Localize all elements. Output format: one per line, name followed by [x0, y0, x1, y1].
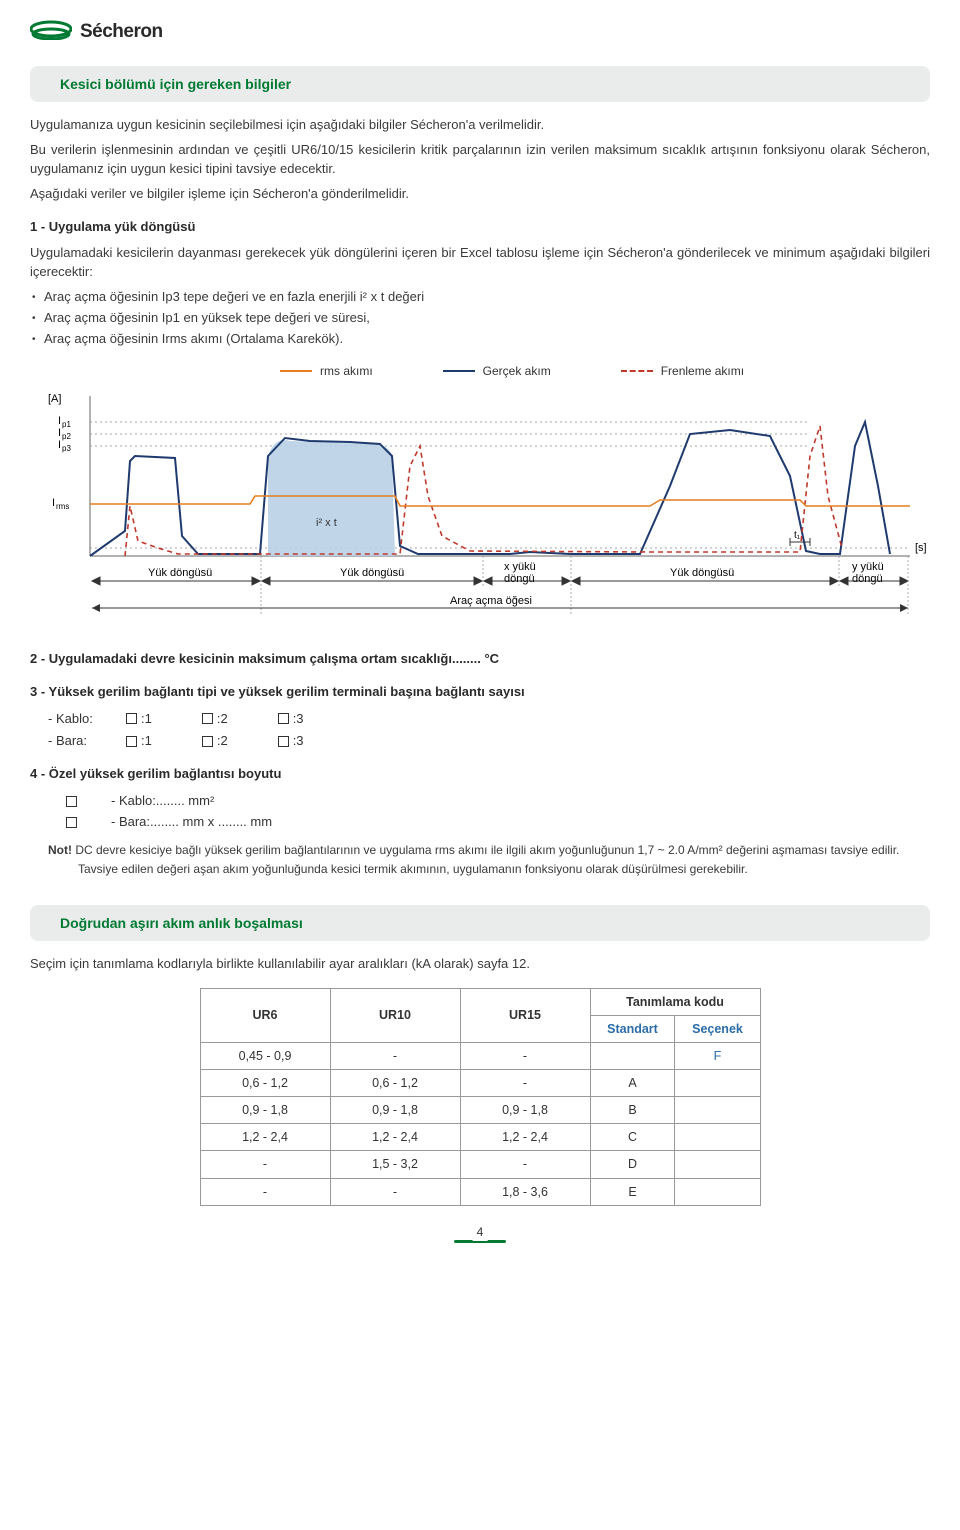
section-2-title: Doğrudan aşırı akım anlık boşalması — [60, 915, 303, 931]
note-line-2: Tavsiye edilen değeri aşan akım yoğunluğ… — [78, 861, 930, 878]
heading-3: 3 - Yüksek gerilim bağlantı tipi ve yüks… — [30, 683, 930, 702]
legend-rms: rms akımı — [280, 363, 373, 380]
checkbox-bus-1[interactable]: :1 — [126, 732, 152, 751]
svg-text:döngü: döngü — [852, 573, 883, 585]
th-std: Standart — [590, 1015, 675, 1042]
checkbox-cable-1[interactable]: :1 — [126, 710, 152, 729]
note-label: Not! — [48, 843, 72, 857]
page-number: 4 — [0, 1230, 960, 1249]
cycle-label-4: Yük döngüsü — [670, 567, 734, 579]
checkbox-dim-bus[interactable] — [66, 817, 77, 828]
dim-row-cable: - Kablo:........ mm² — [66, 792, 930, 811]
checkbox-bus-3[interactable]: :3 — [278, 732, 304, 751]
table-row: 0,9 - 1,8 0,9 - 1,8 0,9 - 1,8 B — [200, 1097, 760, 1124]
checkbox-cable-3[interactable]: :3 — [278, 710, 304, 729]
dim-row-bus: - Bara:........ mm x ........ mm — [66, 813, 930, 832]
svg-text:döngü: döngü — [504, 573, 535, 585]
legend-rms-label: rms akımı — [320, 363, 373, 380]
i2xt-label: i² x t — [316, 517, 337, 529]
chart-svg: [A] Ip1 Ip2 Ip3 Irms — [30, 386, 930, 626]
svg-text:p3: p3 — [62, 444, 71, 453]
cycle-label-1: Yük döngüsü — [148, 567, 212, 579]
legend-real: Gerçek akım — [443, 363, 551, 380]
svg-text:p2: p2 — [62, 432, 71, 441]
y-axis-title: [A] — [48, 393, 61, 405]
section-2-body: Seçim için tanımlama kodlarıyla birlikte… — [30, 955, 930, 974]
note-block: Not! DC devre kesiciye bağlı yüksek geri… — [48, 842, 930, 879]
bullet-item: Araç açma öğesinin Irms akımı (Ortalama … — [44, 330, 930, 349]
th-ur6: UR6 — [200, 988, 330, 1042]
section-banner-2: Doğrudan aşırı akım anlık boşalması — [30, 905, 930, 941]
th-code-top: Tanımlama kodu — [590, 988, 760, 1015]
bullet-list-1: Araç açma öğesinin Ip3 tepe değeri ve en… — [30, 288, 930, 349]
note-line-1: DC devre kesiciye bağlı yüksek gerilim b… — [75, 843, 899, 857]
table-row: - 1,5 - 3,2 - D — [200, 1151, 760, 1178]
bullet-item: Araç açma öğesinin Ip3 tepe değeri ve en… — [44, 288, 930, 307]
cycle-label-5: y yükü — [852, 561, 884, 573]
y-label-ip3: I — [58, 439, 61, 451]
brand-header: Sécheron — [0, 0, 960, 54]
section-banner-1: Kesici bölümü için gereken bilgiler — [30, 66, 930, 102]
brand-name: Sécheron — [80, 18, 163, 46]
table-row: 0,45 - 0,9 - - F — [200, 1042, 760, 1069]
heading-4: 4 - Özel yüksek gerilim bağlantısı boyut… — [30, 765, 930, 784]
brand-logo-icon — [30, 18, 72, 46]
table-row: 1,2 - 2,4 1,2 - 2,4 1,2 - 2,4 C — [200, 1124, 760, 1151]
table-row: 0,6 - 1,2 0,6 - 1,2 - A — [200, 1070, 760, 1097]
checkbox-bus-2[interactable]: :2 — [202, 732, 228, 751]
heading-2: 2 - Uygulamadaki devre kesicinin maksimu… — [30, 650, 930, 669]
legend-brake-label: Frenleme akımı — [661, 363, 744, 380]
heading-1-body: Uygulamadaki kesicilerin dayanması gerek… — [30, 244, 930, 282]
checkbox-dim-cable[interactable] — [66, 796, 77, 807]
conn-row-cable: - Kablo: :1 :2 :3 — [48, 710, 930, 729]
legend-brake: Frenleme akımı — [621, 363, 744, 380]
intro-2: Bu verilerin işlenmesinin ardından ve çe… — [30, 141, 930, 179]
dim-bus-text: - Bara:........ mm x ........ mm — [111, 813, 272, 832]
bullet-item: Araç açma öğesinin Ip1 en yüksek tepe de… — [44, 309, 930, 328]
load-cycle-chart: rms akımı Gerçek akım Frenleme akımı — [30, 363, 930, 632]
conn-row-bus: - Bara: :1 :2 :3 — [48, 732, 930, 751]
svg-text:p1: p1 — [62, 420, 71, 429]
cycle-label-3: x yükü — [504, 561, 536, 573]
y-label-ip1: I — [58, 415, 61, 427]
bottom-span-label: Araç açma öğesi — [450, 595, 532, 607]
heading-1: 1 - Uygulama yük döngüsü — [30, 218, 930, 237]
conn-cable-label: - Kablo: — [48, 710, 104, 729]
checkbox-cable-2[interactable]: :2 — [202, 710, 228, 729]
intro-1: Uygulamanıza uygun kesicinin seçilebilme… — [30, 116, 930, 135]
section-1-title: Kesici bölümü için gereken bilgiler — [60, 76, 291, 92]
x-axis-title: [s] — [915, 542, 927, 554]
table-row: - - 1,8 - 3,6 E — [200, 1178, 760, 1205]
intro-3: Aşağıdaki veriler ve bilgiler işleme içi… — [30, 185, 930, 204]
th-ur10: UR10 — [330, 988, 460, 1042]
spec-table: UR6 UR10 UR15 Tanımlama kodu Standart Se… — [200, 988, 761, 1206]
th-opt: Seçenek — [675, 1015, 760, 1042]
conn-bus-label: - Bara: — [48, 732, 104, 751]
y-label-ip2: I — [58, 427, 61, 439]
svg-text:rms: rms — [56, 502, 69, 511]
th-ur15: UR15 — [460, 988, 590, 1042]
cycle-label-2: Yük döngüsü — [340, 567, 404, 579]
t1-label: t₁ — [794, 530, 801, 541]
chart-legend: rms akımı Gerçek akım Frenleme akımı — [30, 363, 930, 380]
dim-cable-text: - Kablo:........ mm² — [111, 792, 214, 811]
y-label-irms: I — [52, 497, 55, 509]
legend-real-label: Gerçek akım — [483, 363, 551, 380]
